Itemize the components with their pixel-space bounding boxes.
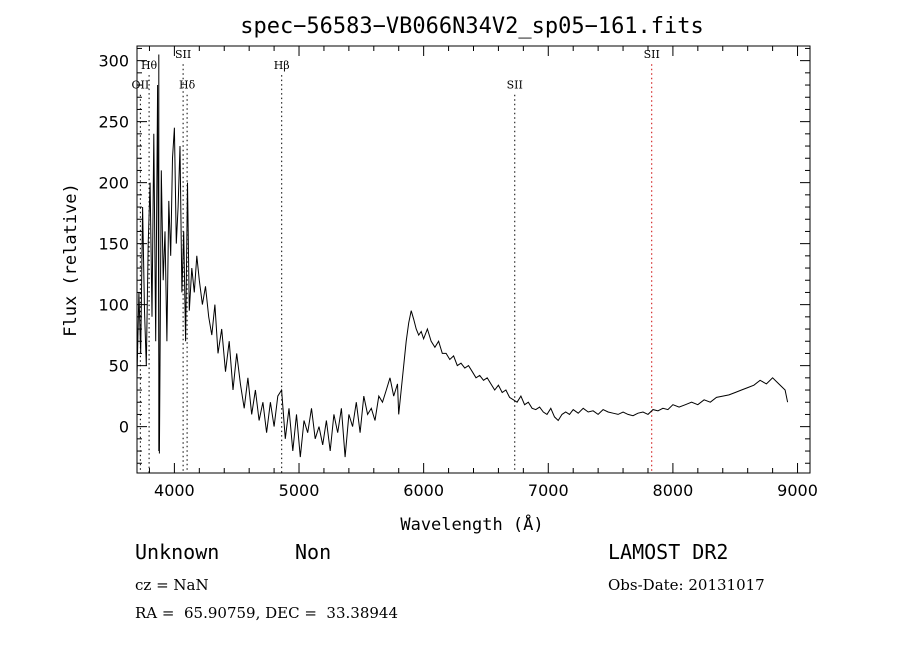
class-label: Unknown	[135, 540, 220, 564]
line-label-2: SII	[175, 48, 191, 61]
x-tick-label-0: 4000	[154, 481, 195, 500]
x-tick-label-1: 5000	[279, 481, 320, 500]
survey-label: LAMOST DR2	[608, 540, 729, 564]
coords-label: RA = 65.90759, DEC = 33.38944	[135, 604, 399, 622]
x-tick-label-5: 9000	[777, 481, 818, 500]
y-tick-label-6: 300	[98, 52, 129, 71]
y-tick-label-0: 0	[119, 418, 129, 437]
subclass-label: Non	[295, 540, 332, 564]
line-label-6: SII	[644, 48, 660, 61]
x-tick-label-4: 8000	[653, 481, 694, 500]
spectrum-line	[136, 84, 789, 458]
line-label-4: Hβ	[274, 59, 290, 72]
obs-date-label: Obs-Date: 20131017	[608, 576, 765, 594]
line-label-1: Hθ	[141, 59, 158, 72]
y-tick-label-3: 150	[98, 235, 129, 254]
x-tick-label-3: 7000	[528, 481, 569, 500]
cz-label: cz = NaN	[135, 576, 209, 594]
plot-frame	[136, 45, 811, 474]
y-tick-label-5: 250	[98, 113, 129, 132]
line-label-3: Hδ	[179, 79, 196, 92]
x-axis-label: Wavelength (Å)	[400, 513, 543, 535]
y-tick-label-4: 200	[98, 174, 129, 193]
chart-title: spec−56583−VB066N34V2_sp05−161.fits	[240, 14, 704, 39]
y-tick-label-1: 50	[109, 357, 129, 376]
x-tick-label-2: 6000	[403, 481, 444, 500]
y-axis-label: Flux (relative)	[61, 183, 81, 337]
line-label-5: SII	[507, 79, 523, 92]
y-tick-label-2: 100	[98, 296, 129, 315]
